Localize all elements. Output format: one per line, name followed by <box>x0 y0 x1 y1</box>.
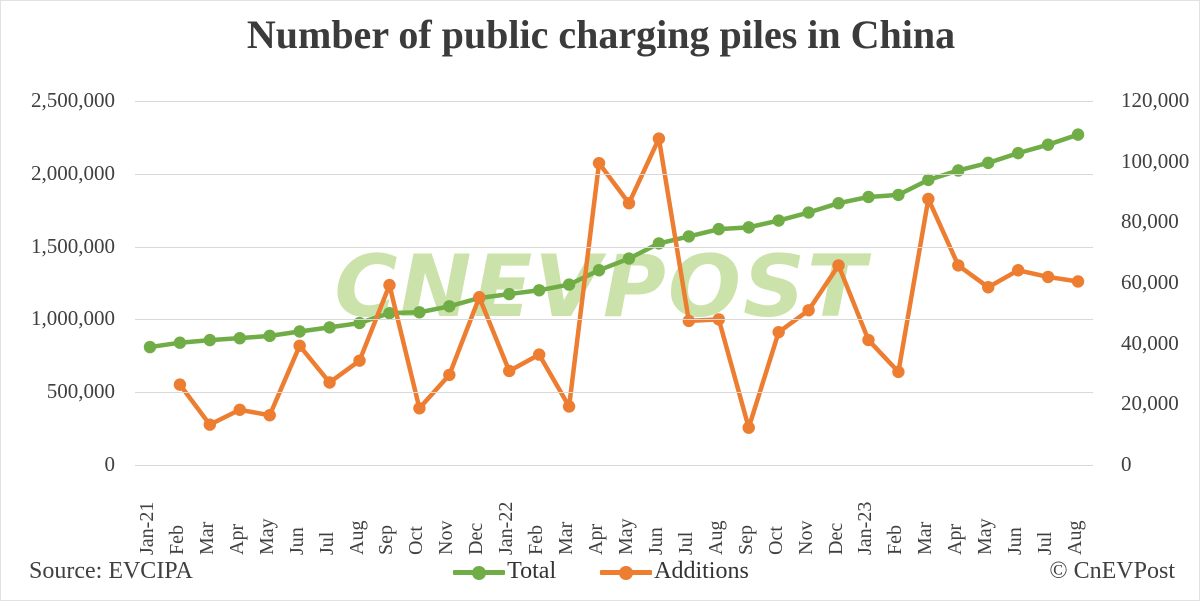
data-point-additions <box>862 333 875 347</box>
data-point-additions <box>832 259 845 272</box>
data-point-total <box>622 252 636 265</box>
x-axis-labels: Jan-21 Feb Mar Apr May Jun Jul Aug Sep Oct Nov Dec J… <box>135 471 1093 557</box>
data-point-additions <box>263 409 276 422</box>
source-label: Source: EVCIPA <box>29 558 193 584</box>
legend-item-additions[interactable]: Additions <box>600 558 749 585</box>
data-point-total <box>952 164 965 177</box>
y-axis-tick-left: 0 <box>104 452 116 476</box>
y-axis-tick-left: 1,500,000 <box>31 233 115 258</box>
data-point-total <box>293 325 306 338</box>
data-point-additions <box>383 278 396 292</box>
data-point-additions <box>622 197 636 210</box>
data-point-total <box>592 263 606 277</box>
legend: Total Additions <box>1 558 1200 585</box>
data-point-additions <box>503 364 516 378</box>
data-point-additions <box>562 400 576 413</box>
data-point-additions <box>772 325 785 339</box>
data-point-total <box>922 173 935 187</box>
y-axis-tick-left: 500,000 <box>46 379 115 404</box>
data-point-additions <box>293 339 306 352</box>
data-point-additions <box>443 368 456 382</box>
data-point-additions <box>532 348 546 361</box>
series-line-additions <box>177 136 1081 430</box>
data-point-total <box>1011 146 1025 160</box>
data-point-total <box>1041 138 1055 151</box>
y-axis-tick-left: 1,000,000 <box>31 306 115 331</box>
data-point-total <box>682 230 696 243</box>
plot-area <box>135 101 1093 466</box>
gridline <box>135 246 1093 248</box>
data-point-total <box>323 321 336 334</box>
y-axis-tick-right: 40,000 <box>1121 330 1179 355</box>
data-point-total <box>772 214 785 227</box>
data-point-additions <box>473 291 486 304</box>
data-point-total <box>892 188 905 202</box>
gridline <box>135 392 1093 394</box>
data-point-additions <box>982 281 995 294</box>
data-point-total <box>532 284 546 297</box>
data-point-total <box>832 197 845 210</box>
data-point-total <box>383 306 396 320</box>
data-point-additions <box>1071 275 1085 288</box>
copyright-label: © CnEVPost <box>1049 558 1175 584</box>
data-point-total <box>503 287 516 301</box>
data-point-additions <box>1011 264 1025 277</box>
data-point-additions <box>892 365 905 379</box>
data-point-additions <box>742 421 755 434</box>
data-point-additions <box>233 403 246 416</box>
data-point-total <box>1071 128 1085 141</box>
data-point-total <box>802 206 815 219</box>
y-axis-tick-right: 100,000 <box>1121 148 1190 173</box>
data-point-total <box>712 222 725 236</box>
y-axis-tick-right: 120,000 <box>1121 88 1190 112</box>
data-point-additions <box>802 304 815 317</box>
gridline <box>135 319 1093 321</box>
data-point-additions <box>413 402 426 415</box>
line-marker-icon <box>600 564 653 580</box>
y-axis-tick-right: 0 <box>1121 452 1132 476</box>
data-point-additions <box>203 418 217 431</box>
x-axis-tick: Jan-21 <box>135 501 158 555</box>
data-point-additions <box>682 314 696 328</box>
data-point-total <box>203 333 217 347</box>
legend-item-total[interactable]: Total <box>453 558 556 585</box>
data-point-total <box>413 306 426 319</box>
line-marker-icon <box>453 564 506 580</box>
y-axis-tick-right: 20,000 <box>1121 391 1179 416</box>
data-point-total <box>982 156 995 170</box>
series-line-total <box>147 132 1081 350</box>
page-title: Number of public charging piles in China <box>246 12 956 57</box>
chart-footer: Source: EVCIPA © CnEVPost Total Additions <box>1 548 1200 600</box>
data-point-total <box>742 221 755 234</box>
data-point-additions <box>922 192 935 206</box>
x-axis-tick: Jan-23 <box>854 501 877 555</box>
data-point-total <box>562 278 576 291</box>
data-point-additions <box>1041 270 1055 284</box>
y-axis-tick-left: 2,000,000 <box>31 160 115 185</box>
data-point-total <box>233 331 246 345</box>
data-point-total <box>443 300 456 313</box>
gridline <box>135 465 1093 466</box>
data-point-total <box>143 340 157 354</box>
legend-label: Total <box>507 558 557 584</box>
data-point-additions <box>323 376 336 389</box>
data-point-total <box>652 237 666 250</box>
series-lines <box>143 128 1085 434</box>
legend-label: Additions <box>654 558 749 584</box>
y-axis-tick-left: 2,500,000 <box>31 88 115 112</box>
gridline <box>135 101 1093 102</box>
data-point-additions <box>173 378 187 391</box>
data-point-total <box>173 336 187 349</box>
y-axis-tick-right: 80,000 <box>1121 209 1179 234</box>
y-axis-tick-right: 60,000 <box>1121 270 1179 294</box>
data-point-additions <box>592 156 606 170</box>
data-point-total <box>862 190 875 204</box>
data-point-additions <box>952 259 965 272</box>
data-point-additions <box>652 132 666 145</box>
data-point-additions <box>353 354 366 367</box>
x-axis-tick: Jan-22 <box>495 501 518 555</box>
gridline <box>135 173 1093 175</box>
data-point-total <box>263 329 276 343</box>
